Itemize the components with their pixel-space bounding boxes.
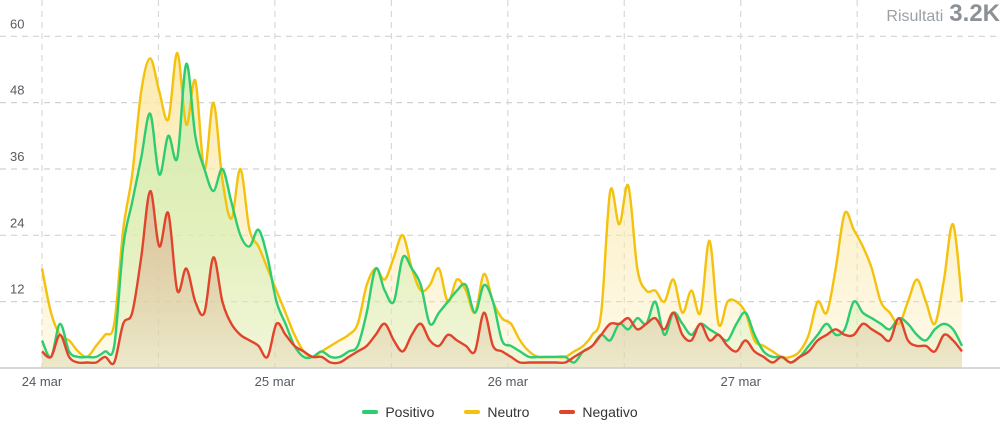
legend-label: Negativo: [582, 404, 638, 420]
y-tick-label: 48: [10, 83, 24, 98]
sentiment-area-chart: 12 24 36 48 60 24 mar 25 mar 26 mar 27 mar: [0, 0, 1000, 389]
results-label: Risultati: [886, 8, 944, 25]
legend-item-negativo[interactable]: Negativo: [559, 404, 638, 420]
x-tick-label: 26 mar: [488, 374, 529, 389]
y-tick-label: 36: [10, 149, 24, 164]
y-tick-label: 12: [10, 282, 24, 297]
legend-label: Positivo: [385, 404, 435, 420]
line-neutro: [40, 51, 964, 359]
area-negativo: [42, 191, 962, 368]
legend-item-positivo[interactable]: Positivo: [362, 404, 434, 420]
x-tick-label: 27 mar: [720, 374, 761, 389]
y-tick-label: 60: [10, 16, 24, 31]
tick-layer: 12 24 36 48 60 24 mar 25 mar 26 mar 27 mar: [10, 16, 762, 389]
line-negativo: [41, 189, 963, 366]
legend-swatch: [362, 410, 379, 414]
legend: Positivo Neutro Negativo: [0, 404, 1000, 420]
line-layer: [40, 51, 964, 366]
results-count: 3.2K: [949, 0, 1000, 27]
line-positivo: [40, 62, 964, 364]
legend-label: Neutro: [487, 404, 530, 420]
x-tick-label: 24 mar: [22, 374, 63, 389]
results-summary: Risultati 3.2K: [886, 0, 1000, 28]
area-layer: [42, 52, 962, 369]
x-tick-label: 25 mar: [255, 374, 296, 389]
legend-swatch: [559, 410, 576, 414]
legend-swatch: [464, 410, 481, 414]
y-tick-label: 24: [10, 215, 24, 230]
legend-item-neutro[interactable]: Neutro: [464, 404, 529, 420]
area-positivo: [42, 63, 962, 368]
